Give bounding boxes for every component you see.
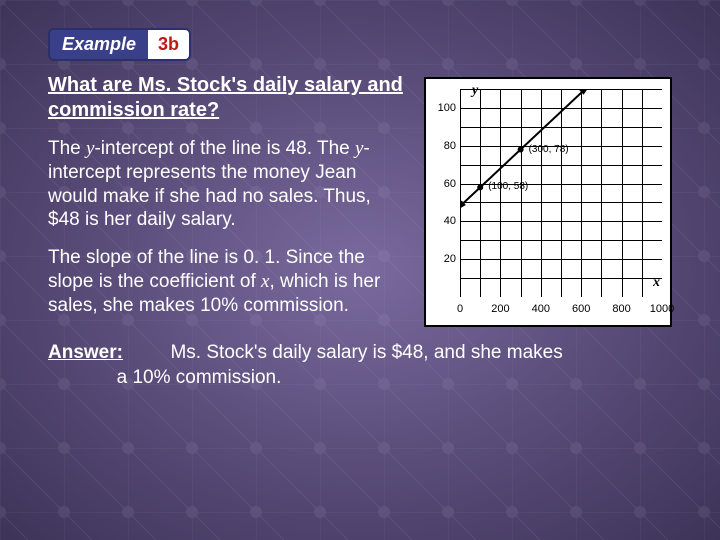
y-tick-label: 80 (430, 140, 456, 152)
y-tick-label: 100 (430, 102, 456, 114)
x-tick-label: 800 (612, 303, 630, 315)
answer-text-2: a 10% commission. (117, 367, 282, 388)
question-text: What are Ms. Stock's daily salary and co… (48, 73, 406, 123)
y-tick-label: 40 (430, 215, 456, 227)
p1-t0: The (48, 138, 86, 159)
main-row: What are Ms. Stock's daily salary and co… (48, 73, 672, 331)
y-tick-label: 20 (430, 253, 456, 265)
x-tick-label: 400 (532, 303, 550, 315)
answer-label: Answer: (48, 342, 123, 363)
x-tick-label: 1000 (650, 303, 674, 315)
example-label: Example (50, 30, 148, 59)
text-column: What are Ms. Stock's daily salary and co… (48, 73, 406, 331)
answer-block: Answer: Ms. Stock's daily salary is $48,… (48, 341, 672, 390)
answer-text: Ms. Stock's daily salary is $48, and she… (170, 342, 562, 363)
chart-column: (100, 58)(300, 78) y x 20406080100020040… (424, 77, 672, 327)
line-chart: (100, 58)(300, 78) y x 20406080100020040… (424, 77, 672, 327)
chart-svg (460, 89, 662, 297)
paragraph-1: The y-intercept of the line is 48. The y… (48, 137, 406, 232)
p1-t2: -intercept of the line is 48. The (94, 138, 355, 159)
example-badge: Example 3b (48, 28, 191, 61)
x-tick-label: 0 (457, 303, 463, 315)
x-tick-label: 600 (572, 303, 590, 315)
x-tick-label: 200 (491, 303, 509, 315)
y-tick-label: 60 (430, 178, 456, 190)
slide-content: Example 3b What are Ms. Stock's daily sa… (0, 0, 720, 419)
example-number: 3b (148, 30, 189, 59)
y-axis-name: y (472, 83, 478, 99)
x-axis-name: x (653, 275, 660, 291)
paragraph-2: The slope of the line is 0. 1. Since the… (48, 246, 406, 317)
